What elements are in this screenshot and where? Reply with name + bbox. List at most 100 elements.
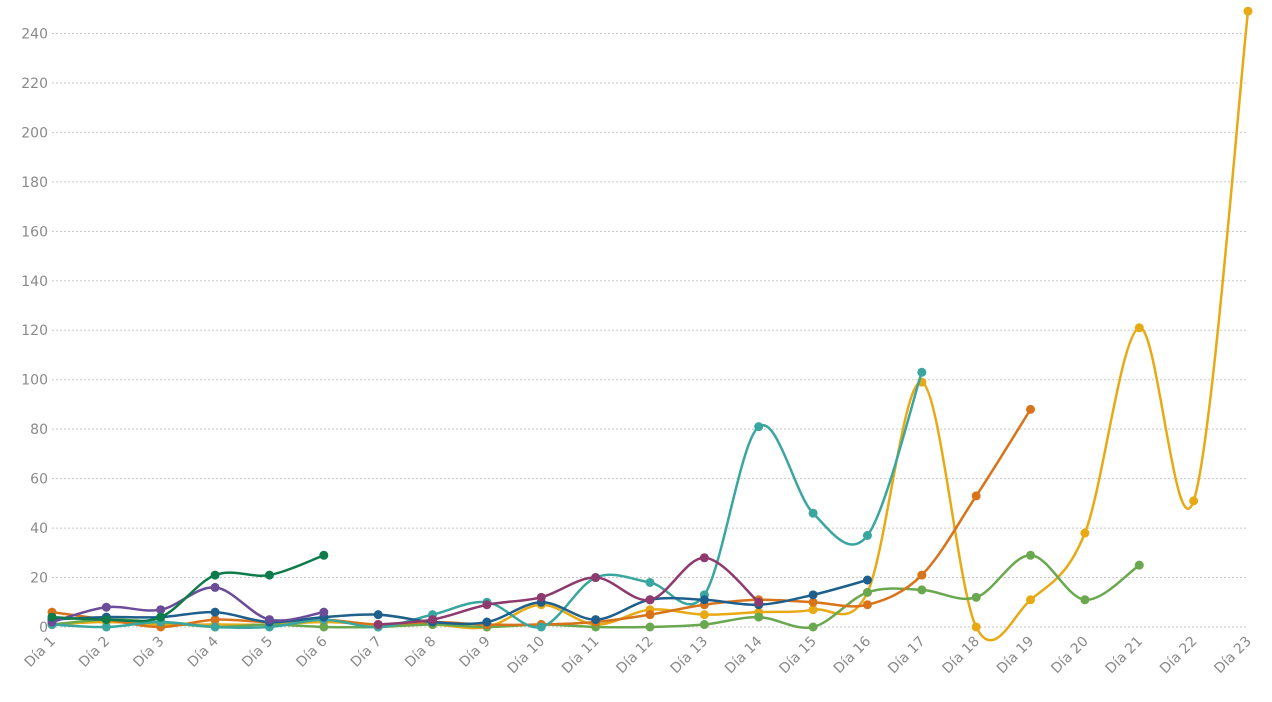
point: [482, 600, 492, 610]
point: [373, 620, 383, 630]
x-tick-label: Día 15: [776, 634, 819, 677]
point: [264, 615, 274, 625]
y-tick-label: 180: [21, 175, 48, 191]
point: [862, 600, 872, 610]
point: [1080, 595, 1090, 605]
point: [917, 570, 927, 580]
point: [862, 530, 872, 540]
point: [1243, 6, 1253, 16]
point: [1026, 404, 1036, 414]
series-line: [51, 554, 325, 623]
y-tick-label: 100: [21, 373, 48, 389]
point: [862, 587, 872, 597]
point: [319, 607, 329, 617]
point: [808, 605, 818, 615]
point: [699, 610, 709, 620]
point: [428, 615, 438, 625]
point: [373, 610, 383, 620]
series-line: [51, 578, 868, 626]
point: [1026, 550, 1036, 560]
point: [808, 597, 818, 607]
x-tick-label: Día 8: [402, 634, 439, 671]
point: [482, 617, 492, 627]
point: [210, 582, 220, 592]
y-tick-label: 0: [39, 620, 48, 636]
x-tick-label: Día 5: [239, 634, 276, 671]
x-tick-label: Día 23: [1211, 634, 1254, 677]
y-tick-label: 80: [30, 422, 48, 438]
point: [591, 573, 601, 583]
x-tick-label: Día 11: [559, 634, 602, 677]
y-tick-label: 160: [21, 224, 48, 240]
x-tick-label: Día 17: [885, 634, 928, 677]
x-tick-label: Día 20: [1048, 634, 1091, 677]
point: [210, 607, 220, 617]
point: [156, 612, 166, 622]
point: [1134, 323, 1144, 333]
point: [971, 491, 981, 501]
point: [808, 622, 818, 632]
point: [862, 575, 872, 585]
point: [210, 570, 220, 580]
y-tick-label: 60: [30, 472, 48, 488]
x-tick-label: Día 9: [457, 634, 494, 671]
point: [536, 592, 546, 602]
point: [645, 577, 655, 587]
point: [210, 622, 220, 632]
point: [156, 605, 166, 615]
point: [699, 553, 709, 563]
x-tick-label: Día 3: [130, 634, 167, 671]
point: [699, 595, 709, 605]
x-tick-label: Día 22: [1157, 634, 1200, 677]
point: [808, 508, 818, 518]
x-tick-label: Día 13: [668, 634, 711, 677]
point: [645, 610, 655, 620]
point: [536, 622, 546, 632]
point: [101, 615, 111, 625]
point: [971, 622, 981, 632]
x-tick-label: Día 21: [1103, 634, 1146, 677]
point: [1026, 595, 1036, 605]
y-tick-label: 120: [21, 323, 48, 339]
point: [319, 622, 329, 632]
point: [699, 620, 709, 630]
point: [264, 570, 274, 580]
point: [1189, 496, 1199, 506]
series-line: [51, 371, 924, 630]
x-tick-label: Día 6: [293, 633, 330, 670]
point: [917, 367, 927, 377]
x-tick-label: Día 10: [505, 634, 548, 677]
x-tick-label: Día 14: [722, 633, 766, 677]
point: [917, 585, 927, 595]
point: [47, 612, 57, 622]
y-tick-label: 220: [21, 76, 48, 92]
x-tick-label: Día 1: [22, 634, 59, 671]
point: [645, 595, 655, 605]
point: [210, 615, 220, 625]
point: [754, 597, 764, 607]
point: [808, 590, 818, 600]
point: [101, 622, 111, 632]
point: [1134, 560, 1144, 570]
x-tick-label: Día 7: [348, 634, 385, 671]
point: [971, 592, 981, 602]
point: [319, 550, 329, 560]
x-tick-label: Día 16: [831, 633, 875, 677]
point: [754, 612, 764, 622]
x-tick-label: Día 4: [185, 633, 222, 670]
point: [591, 615, 601, 625]
point: [1080, 528, 1090, 538]
x-tick-label: Día 12: [613, 634, 656, 677]
y-tick-label: 140: [21, 274, 48, 290]
series-line: [51, 11, 1250, 642]
y-tick-label: 200: [21, 125, 48, 141]
x-tick-label: Día 19: [994, 634, 1037, 677]
point: [645, 622, 655, 632]
y-tick-label: 20: [30, 571, 48, 587]
x-tick-label: Día 18: [940, 634, 983, 677]
y-tick-label: 40: [30, 521, 48, 537]
x-tick-label: Día 2: [76, 634, 113, 671]
y-tick-label: 240: [21, 26, 48, 42]
